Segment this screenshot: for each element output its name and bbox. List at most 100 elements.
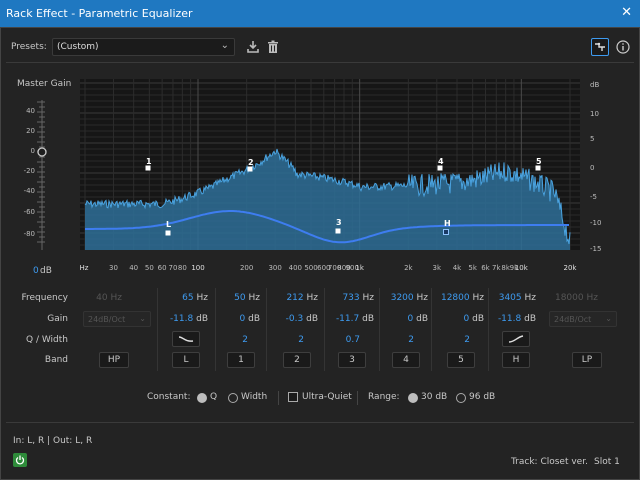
frequency-tick-label: 800 [337, 264, 351, 272]
band1-q-value[interactable]: 2 [242, 335, 248, 345]
master-gain-thumb[interactable] [37, 147, 47, 157]
frequency-tick-label: 70 [168, 264, 178, 272]
master-gain-label: Master Gain [17, 79, 72, 89]
band-button-lp[interactable]: LP [572, 352, 602, 368]
band-button-hp[interactable]: HP [99, 352, 129, 368]
frequency-tick-label: Hz [79, 264, 89, 272]
band-handle-4[interactable] [437, 165, 443, 171]
range-96db-radio[interactable] [456, 393, 466, 403]
db-tick-label: 10 [590, 110, 599, 118]
db-tick-label: 5 [590, 135, 595, 143]
l-frequency-value[interactable]: 65 Hz [182, 293, 208, 303]
column-divider [215, 288, 216, 371]
h-frequency-value[interactable]: 3405 Hz [498, 293, 536, 303]
band2-q-value[interactable]: 2 [298, 335, 304, 345]
frequency-tick-label: 200 [239, 264, 254, 272]
title-bar: Rack Effect - Parametric Equalizer ✕ [0, 0, 640, 27]
frequency-tick-label: 40 [129, 264, 139, 272]
power-icon[interactable] [13, 453, 27, 467]
band-button-4[interactable]: 4 [392, 352, 420, 368]
band2-gain-value[interactable]: -0.3 dB [285, 314, 318, 324]
band-handle-label: 3 [336, 218, 342, 227]
slot-label: Slot 1 [594, 457, 620, 467]
eq-graph-canvas[interactable]: 1 2 3 4 5 L H [80, 79, 580, 250]
band3-q-value[interactable]: 0.7 [345, 335, 360, 345]
chevron-down-icon: ⌄ [139, 314, 146, 323]
band5-q-value[interactable]: 2 [464, 335, 470, 345]
constant-q-radio[interactable] [197, 393, 207, 403]
frequency-tick-label: 5k [468, 264, 477, 272]
frequency-tick-label: 1k [355, 264, 364, 272]
presets-label: Presets: [11, 42, 47, 52]
lp-slope-select[interactable]: 24dB/Oct ⌄ [549, 311, 617, 327]
column-divider [379, 288, 380, 371]
db-tick-label: -15 [590, 245, 602, 253]
band-handle-5[interactable] [535, 165, 541, 171]
band2-frequency-value[interactable]: 212 Hz [286, 293, 318, 303]
ultra-quiet-checkbox[interactable] [288, 392, 298, 402]
constant-width-radio[interactable] [228, 393, 238, 403]
band5-frequency-value[interactable]: 12800 Hz [440, 293, 484, 303]
frequency-tick-label: 2k [404, 264, 413, 272]
h-gain-value[interactable]: -11.8 dB [497, 314, 536, 324]
band-handle-label: 1 [146, 157, 152, 166]
eq-graph[interactable]: 1 2 3 4 5 L H [80, 79, 580, 250]
band4-q-value[interactable]: 2 [408, 335, 414, 345]
band-button-l[interactable]: L [172, 352, 200, 368]
band-button-1[interactable]: 1 [227, 352, 255, 368]
band-handle-3[interactable] [335, 228, 341, 234]
low-shelf-shape-button[interactable] [172, 331, 200, 347]
band-handle-label: 2 [248, 158, 254, 167]
frequency-tick-label: 30 [108, 264, 118, 272]
hp-slope-value: 24dB/Oct [88, 315, 126, 324]
band3-frequency-value[interactable]: 733 Hz [342, 293, 374, 303]
band-handle-label: L [166, 220, 171, 229]
master-gain-scale [37, 100, 47, 250]
band5-gain-value[interactable]: 0 dB [463, 314, 485, 324]
master-gain-value[interactable]: 0 [33, 266, 39, 276]
delete-preset-icon[interactable] [265, 39, 281, 55]
band-handle-h[interactable] [443, 229, 449, 235]
save-preset-icon[interactable] [244, 39, 262, 55]
lp-frequency-value[interactable]: 18000 Hz [554, 293, 598, 303]
io-routing-label: In: L, R | Out: L, R [13, 436, 93, 446]
high-shelf-shape-button[interactable] [502, 331, 530, 347]
lp-slope-value: 24dB/Oct [554, 315, 592, 324]
band3-gain-value[interactable]: -11.7 dB [335, 314, 374, 324]
frequency-tick-label: 9k [509, 264, 519, 272]
band-handle-1[interactable] [145, 165, 151, 171]
band1-gain-value[interactable]: 0 dB [239, 314, 261, 324]
constant-label: Constant: [147, 392, 191, 402]
gain-row-label: Gain [47, 314, 68, 324]
frequency-tick-label: 100 [191, 264, 205, 272]
info-icon[interactable] [614, 38, 632, 56]
l-gain-value[interactable]: -11.8 dB [169, 314, 208, 324]
frequency-tick-label: 8k [501, 264, 510, 272]
divider [6, 62, 634, 63]
track-label: Track: Closet ver. [511, 457, 588, 467]
presets-select[interactable]: (Custom) ⌄ [52, 38, 235, 56]
band1-frequency-value[interactable]: 50 Hz [234, 293, 260, 303]
frequency-tick-label: 80 [177, 264, 187, 272]
band-button-h[interactable]: H [502, 352, 530, 368]
close-icon[interactable]: ✕ [621, 5, 632, 20]
band-handle-l[interactable] [165, 230, 171, 236]
spectrum-toggle-icon[interactable] [591, 38, 609, 56]
band-button-2[interactable]: 2 [283, 352, 311, 368]
ultra-quiet-label: Ultra-Quiet [302, 392, 352, 402]
band4-gain-value[interactable]: 0 dB [407, 314, 429, 324]
hp-slope-select[interactable]: 24dB/Oct ⌄ [83, 311, 151, 327]
frequency-tick-label: 700 [327, 264, 342, 272]
master-gain-unit: dB [40, 266, 52, 276]
band-handle-2[interactable] [247, 166, 253, 172]
master-gain-tick-label: -40 [23, 187, 35, 195]
master-gain-slider[interactable]: 40 20 0 -20 -40 -60 -80 [10, 95, 70, 255]
master-gain-tick-label: -80 [23, 230, 35, 238]
band-button-5[interactable]: 5 [447, 352, 475, 368]
range-30db-radio[interactable] [408, 393, 418, 403]
hp-frequency-value[interactable]: 40 Hz [96, 293, 122, 303]
db-tick-label: dB [590, 81, 600, 89]
band-button-3[interactable]: 3 [338, 352, 366, 368]
band4-frequency-value[interactable]: 3200 Hz [390, 293, 428, 303]
spectrum-outline [84, 148, 571, 245]
